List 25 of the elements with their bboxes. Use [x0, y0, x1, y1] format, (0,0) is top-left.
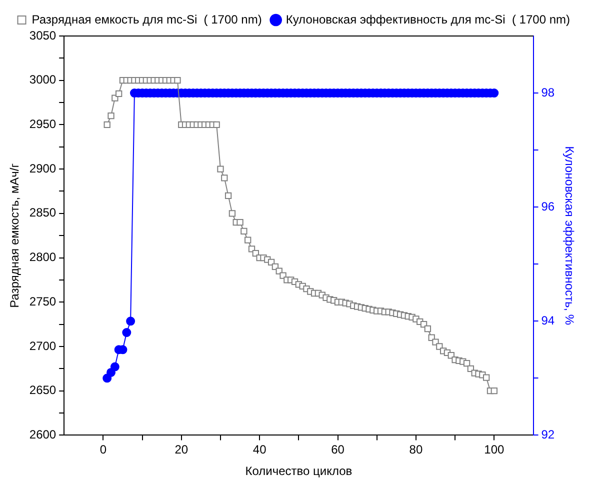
x-tick-label: 100: [484, 442, 504, 457]
y-tick-label: 2800: [29, 250, 56, 264]
y-axis-title: Разрядная емкость, мАч/г: [8, 162, 22, 308]
x-tick-label: 40: [252, 442, 267, 457]
y-tick-label: 2750: [29, 294, 56, 308]
x-axis-title: Количество циклов: [245, 464, 352, 478]
y2-tick-label: 98: [541, 85, 555, 100]
legend-label: Разрядная емкость для mc-Si ( 1700 nm): [32, 12, 262, 26]
y-tick-label: 2700: [29, 338, 56, 353]
y-tick-label: 2900: [29, 161, 56, 176]
x-tick-label: 20: [174, 442, 188, 457]
y-tick-label: 2600: [29, 428, 56, 442]
y-tick-label: 3050: [29, 28, 56, 42]
y-tick-label: 2850: [29, 206, 56, 220]
x-tick-label: 80: [409, 442, 423, 457]
y-tick-label: 2950: [29, 117, 56, 132]
y2-tick-label: 94: [541, 313, 555, 328]
y2-tick-label: 92: [541, 428, 555, 442]
y-tick-label: 3000: [29, 72, 56, 87]
y2-tick-label: 96: [541, 199, 555, 214]
legend-label: Кулоновская эффективность для mc-Si ( 1700 nm): [286, 12, 570, 26]
y2-axis-title: Кулоновская эффективность, %: [562, 146, 576, 326]
x-tick-label: 0: [100, 442, 107, 457]
y-tick-label: 2650: [29, 383, 56, 398]
x-tick-label: 60: [331, 442, 345, 457]
